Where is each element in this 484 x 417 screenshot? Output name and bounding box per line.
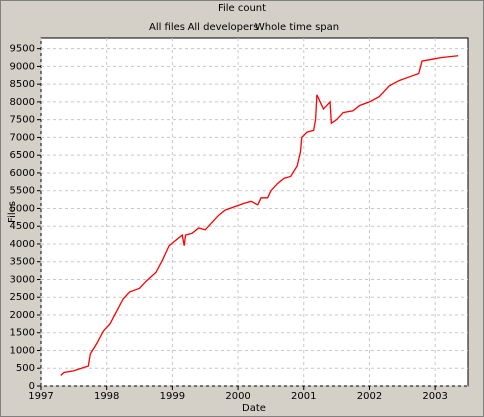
y-tick-label: 4500 — [10, 221, 35, 232]
x-tick-label: 2000 — [225, 391, 250, 402]
filter[interactable]: Whole time span — [255, 22, 339, 33]
y-tick-label: 5000 — [10, 203, 35, 214]
y-tick-label: 3000 — [10, 274, 35, 285]
y-tick-label: 5500 — [10, 186, 35, 197]
y-tick-label: 2000 — [10, 310, 35, 321]
x-axis-label: Date — [242, 403, 266, 414]
y-tick-label: 8000 — [10, 97, 35, 108]
y-tick-label: 1500 — [10, 328, 35, 339]
y-tick-label: 4000 — [10, 239, 35, 250]
x-tick-label: 2001 — [291, 391, 316, 402]
y-tick-label: 7500 — [10, 115, 35, 126]
y-tick-label: 1000 — [10, 345, 35, 356]
y-tick-label: 9000 — [10, 61, 35, 72]
filter[interactable]: All files — [149, 22, 185, 33]
x-tick-label: 2003 — [422, 391, 447, 402]
y-tick-label: 7000 — [10, 132, 35, 143]
y-tick-label: 9500 — [10, 44, 35, 55]
y-tick-label: 2500 — [10, 292, 35, 303]
x-tick-label: 2002 — [357, 391, 382, 402]
y-tick-label: 3500 — [10, 257, 35, 268]
filter[interactable]: All developers — [188, 22, 259, 33]
y-tick-label: 500 — [16, 363, 35, 374]
y-tick-label: 6500 — [10, 150, 35, 161]
y-tick-label: 6000 — [10, 168, 35, 179]
y-tick-label: 0 — [29, 381, 35, 392]
y-axis-label: Files — [7, 201, 18, 223]
plot-area — [40, 37, 469, 387]
x-tick-label: 1997 — [28, 391, 53, 402]
y-tick-label: 8500 — [10, 79, 35, 90]
x-tick-label: 1999 — [160, 391, 185, 402]
data-line — [60, 55, 459, 376]
chart-title: File count — [218, 3, 266, 14]
x-tick-label: 1998 — [94, 391, 119, 402]
